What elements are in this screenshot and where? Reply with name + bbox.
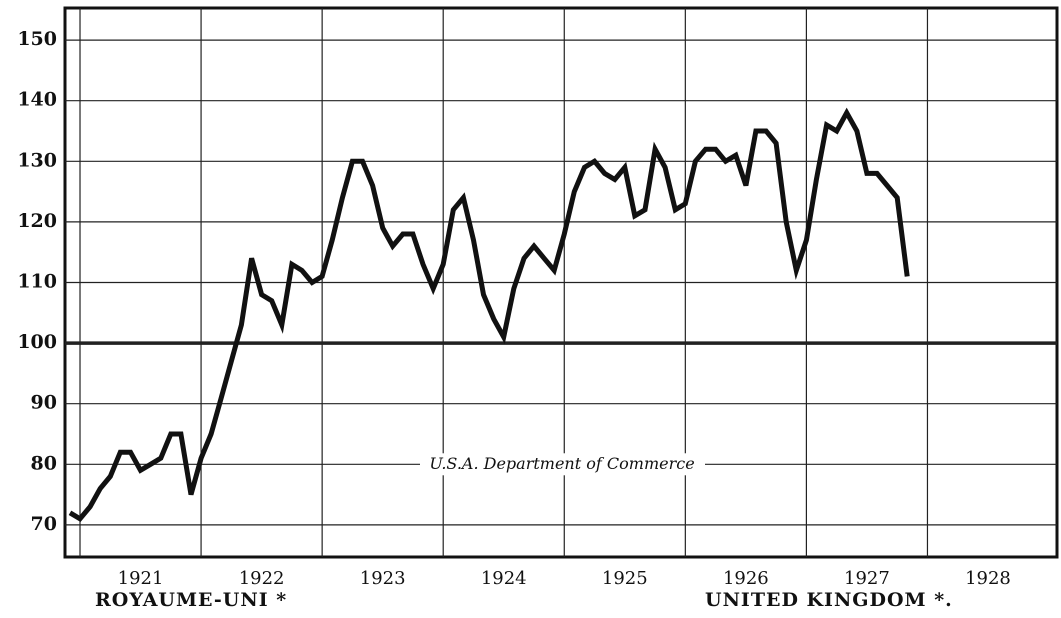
y-tick-label: 90 xyxy=(31,392,57,414)
x-tick-label: 1922 xyxy=(239,568,285,589)
annotation: U.S.A. Department of Commerce xyxy=(429,454,694,473)
y-tick-label: 110 xyxy=(17,271,57,293)
y-tick-label: 70 xyxy=(31,513,57,535)
x-tick-label: 1928 xyxy=(965,568,1011,589)
annotation-bg xyxy=(420,453,705,476)
data-line xyxy=(68,107,910,523)
y-tick-label: 130 xyxy=(17,149,57,171)
right-label: UNITED KINGDOM *. xyxy=(705,589,953,611)
x-tick-label: 1927 xyxy=(844,568,890,589)
left-label: ROYAUME-UNI * xyxy=(95,589,287,611)
x-tick-label: 1925 xyxy=(602,568,648,589)
y-tick-label: 120 xyxy=(17,210,57,232)
x-tick-label: 1923 xyxy=(360,568,406,589)
x-tick-label: 1926 xyxy=(723,568,769,589)
y-tick-label: 140 xyxy=(17,89,57,111)
x-tick-label: 1921 xyxy=(118,568,164,589)
y-tick-label: 100 xyxy=(17,331,57,353)
x-tick-label: 1924 xyxy=(481,568,527,589)
y-tick-label: 150 xyxy=(17,28,57,50)
y-tick-label: 80 xyxy=(31,452,57,474)
